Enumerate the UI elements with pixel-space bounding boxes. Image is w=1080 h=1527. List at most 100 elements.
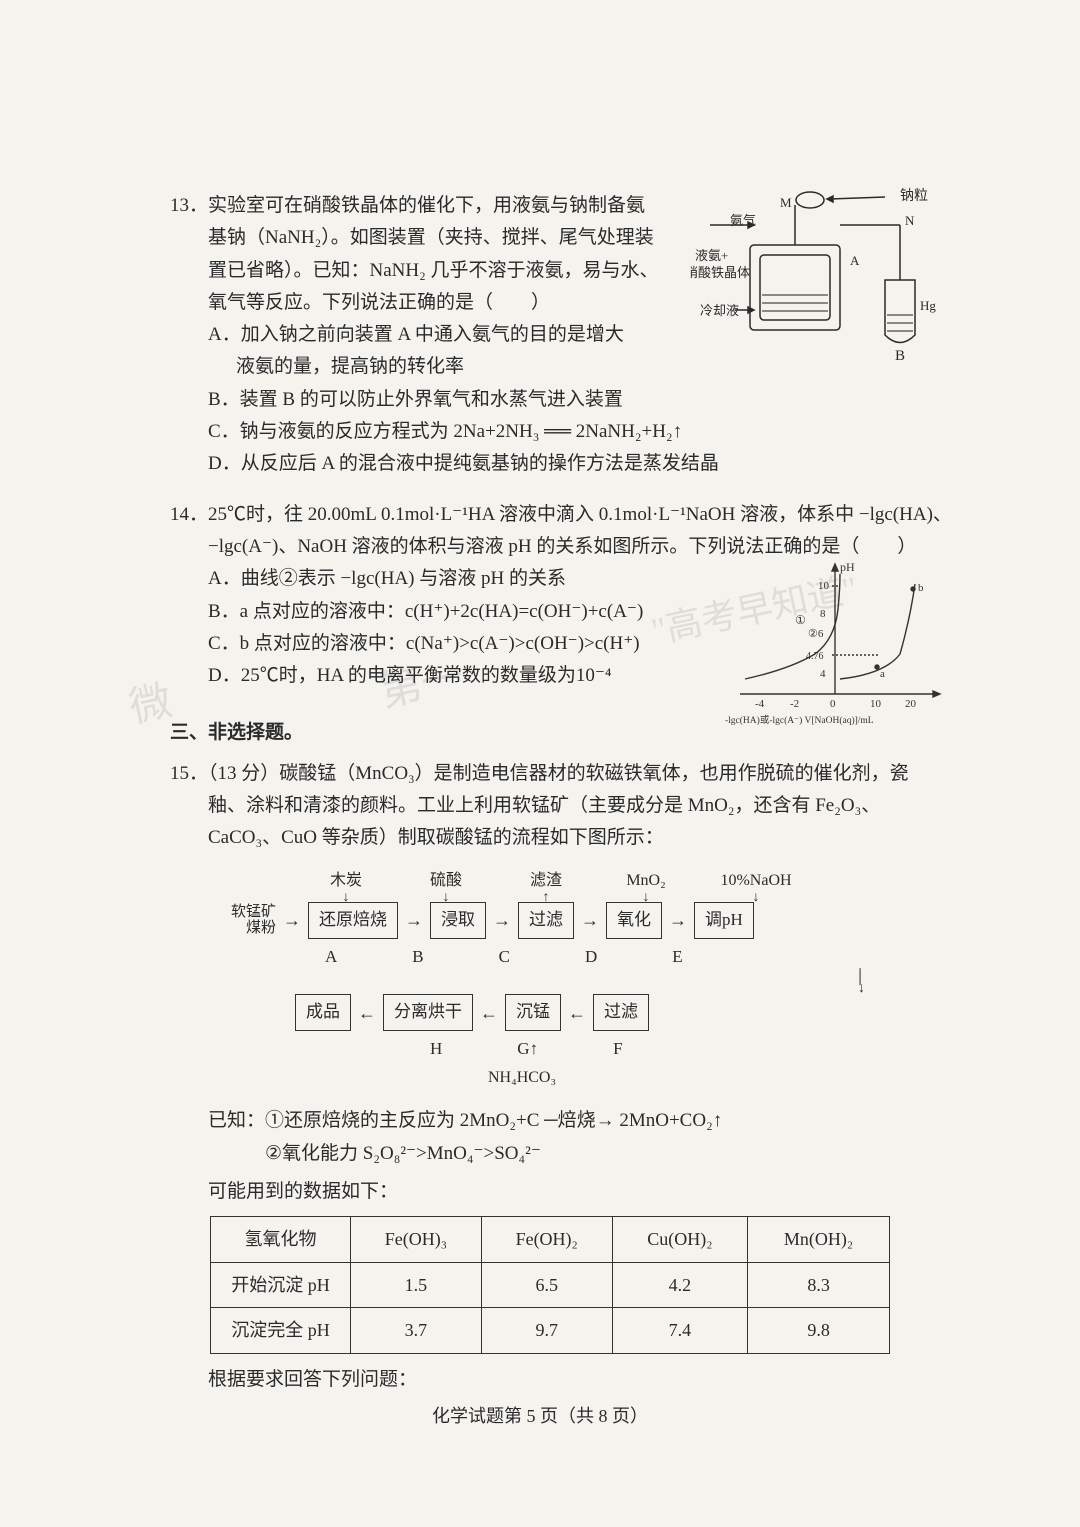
svg-text:8: 8: [820, 608, 826, 620]
letter-b: B: [412, 943, 423, 972]
flowchart-letters-bottom: H G↑ F: [430, 1035, 920, 1064]
flowchart-top-arrows-down: ↓ ↓ ↑ ↓ ↓: [310, 894, 920, 902]
q13-line1: 实验室可在硝酸铁晶体的催化下，用液氨与钠制备氨: [208, 195, 645, 216]
svg-text:0: 0: [830, 698, 836, 710]
q13-apparatus-diagram: M 氨气 N Hg B A 液氨+ 硝酸铁晶体: [690, 185, 970, 365]
svg-text:液氨+: 液氨+: [695, 248, 728, 263]
q15-intro-l2: 釉、涂料和清漆的颜料。工业上利用软锰矿（主要成分是 MnO₂，还含有 Fe₂O₃…: [170, 795, 880, 816]
letter-f: F: [613, 1035, 622, 1064]
table-cell: 1.5: [351, 1262, 482, 1308]
svg-text:M: M: [780, 195, 792, 210]
arrow-icon: →: [666, 905, 690, 936]
letter-a: A: [325, 943, 337, 972]
q15-intro-l3: CaCO₃、CuO 等杂质）制取碳酸锰的流程如下图所示：: [170, 827, 664, 848]
table-row: 沉淀完全 pH 3.7 9.7 7.4 9.8: [211, 1308, 890, 1354]
flow-box-b: 浸取: [430, 902, 486, 939]
q15-intro-l1: （13 分）碳酸锰（MnCO₃）是制造电信器材的软磁铁氧体，也用作脱硫的催化剂，…: [208, 763, 909, 784]
svg-text:a: a: [880, 668, 885, 680]
svg-text:钠粒: 钠粒: [900, 188, 928, 204]
svg-text:4.76: 4.76: [806, 651, 824, 662]
svg-text:-4: -4: [755, 698, 765, 710]
svg-text:pH: pH: [840, 560, 855, 574]
table-col-3: Cu(OH)₂: [612, 1217, 748, 1263]
svg-text:20: 20: [905, 698, 917, 710]
q14-line2: −lgc(A⁻)、NaOH 溶液的体积与溶液 pH 的关系如图所示。下列说法正确…: [170, 536, 916, 557]
flowchart-row-1: 软锰矿 煤粉 → 还原焙烧 → 浸取 → 过滤 → 氧化 → 调pH: [220, 902, 920, 939]
svg-text:Hg: Hg: [920, 298, 936, 313]
page-footer: 化学试题第 5 页（共 8 页）: [0, 1401, 1080, 1432]
table-header-row: 氢氧化物 Fe(OH)₃ Fe(OH)₂ Cu(OH)₂ Mn(OH)₂: [211, 1217, 890, 1263]
table-cell: 开始沉淀 pH: [211, 1262, 351, 1308]
svg-text:N: N: [905, 213, 915, 228]
svg-text:A: A: [850, 253, 860, 268]
letter-c: C: [499, 943, 510, 972]
flow-box-f: 过滤: [593, 994, 649, 1031]
svg-text:-lgc(HA)或-lgc(A⁻) V[NaOH(aq)]: -lgc(HA)或-lgc(A⁻) V[NaOH(aq)]/mL: [725, 714, 874, 726]
table-cell: 8.3: [748, 1262, 890, 1308]
flow-input-l2: 煤粉: [246, 920, 276, 936]
table-cell: 9.8: [748, 1308, 890, 1354]
flowchart-row-2: 成品 ← 分离烘干 ← 沉锰 ← 过滤: [295, 994, 920, 1031]
flow-box-a: 还原焙烧: [308, 902, 398, 939]
flow-box-e: 调pH: [694, 902, 754, 939]
flow-connector-down: │↓: [220, 972, 920, 994]
letter-e: E: [672, 943, 682, 972]
svg-text:-2: -2: [790, 698, 799, 710]
table-cell: 6.5: [481, 1262, 612, 1308]
q14-graph: pH 10 8 ②6 4.76 4 -4 -2 0 10 20: [720, 559, 950, 729]
table-cell: 9.7: [481, 1308, 612, 1354]
flow-input-l1: 软锰矿: [231, 904, 276, 920]
q15-table-container: 氢氧化物 Fe(OH)₃ Fe(OH)₂ Cu(OH)₂ Mn(OH)₂ 开始沉…: [210, 1216, 960, 1354]
q13-line3: 置已省略）。已知：NaNH₂ 几乎不溶于液氨，易与水、: [170, 260, 658, 281]
letter-d: D: [585, 943, 597, 972]
table-cell: 沉淀完全 pH: [211, 1308, 351, 1354]
table-col-1: Fe(OH)₃: [351, 1217, 482, 1263]
flow-bottom-input: NH₄HCO₃: [488, 1064, 920, 1091]
q13-line4: 氧气等反应。下列说法正确的是（ ）: [170, 292, 550, 313]
table-cell: 7.4: [612, 1308, 748, 1354]
table-col-0: 氢氧化物: [211, 1217, 351, 1263]
flow-box-d: 氧化: [606, 902, 662, 939]
q14-line1: 25℃时，往 20.00mL 0.1mol·L⁻¹HA 溶液中滴入 0.1mol…: [208, 504, 952, 525]
svg-text:10: 10: [870, 698, 882, 710]
arrow-icon: →: [578, 905, 602, 936]
svg-text:硝酸铁晶体: 硝酸铁晶体: [690, 265, 750, 280]
q13-stem: 13．实验室可在硝酸铁晶体的催化下，用液氨与钠制备氨 基钠（NaNH₂）。如图装…: [170, 190, 670, 319]
arrow-icon: →: [402, 905, 426, 936]
svg-text:冷却液: 冷却液: [700, 303, 739, 318]
table-cell: 4.2: [612, 1262, 748, 1308]
arrow-icon: →: [280, 905, 304, 936]
q13-option-d: D．从反应后 A 的混合液中提纯氨基钠的操作方法是蒸发结晶: [170, 448, 960, 480]
q15-known: 已知：①还原焙烧的主反应为 2MnO₂+C ─焙烧→ 2MnO+CO₂↑ ②氧化…: [170, 1105, 960, 1170]
q13-number: 13．: [170, 195, 208, 216]
flow-box-c: 过滤: [518, 902, 574, 939]
svg-text:②6: ②6: [808, 628, 824, 640]
known-2: ②氧化能力 S₂O₈²⁻>MnO₄⁻>SO₄²⁻: [170, 1143, 541, 1164]
svg-text:4: 4: [820, 668, 826, 680]
q14-number: 14．: [170, 504, 208, 525]
arrow-left-icon: ←: [355, 998, 379, 1029]
table-row: 开始沉淀 pH 1.5 6.5 4.2 8.3: [211, 1262, 890, 1308]
q15-flowchart: 木炭 硫酸 滤渣 MnO₂ 10%NaOH ↓ ↓ ↑ ↓ ↓ 软锰矿 煤粉 →…: [220, 867, 920, 1092]
flow-box-g: 沉锰: [505, 994, 561, 1031]
known-1: ①还原焙烧的主反应为 2MnO₂+C ─焙烧→ 2MnO+CO₂↑: [265, 1110, 722, 1131]
arrow-left-icon: ←: [565, 998, 589, 1029]
page-content: 13．实验室可在硝酸铁晶体的催化下，用液氨与钠制备氨 基钠（NaNH₂）。如图装…: [170, 190, 960, 1396]
table-col-4: Mn(OH)₂: [748, 1217, 890, 1263]
svg-text:①: ①: [795, 613, 806, 627]
q15-final-prompt: 根据要求回答下列问题：: [170, 1364, 960, 1396]
svg-text:B: B: [895, 348, 905, 364]
flow-box-h: 分离烘干: [383, 994, 473, 1031]
svg-text:10: 10: [818, 580, 830, 592]
question-14: 14．25℃时，往 20.00mL 0.1mol·L⁻¹HA 溶液中滴入 0.1…: [170, 499, 960, 693]
q13-option-c: C．钠与液氨的反应方程式为 2Na+2NH₃ ══ 2NaNH₂+H₂↑: [170, 416, 960, 448]
flowchart-top-inputs: 木炭 硫酸 滤渣 MnO₂ 10%NaOH: [310, 867, 920, 894]
q15-data-header: 可能用到的数据如下：: [170, 1176, 960, 1208]
arrow-icon: →: [490, 905, 514, 936]
arrow-left-icon: ←: [477, 998, 501, 1029]
q15-number: 15．: [170, 763, 208, 784]
question-13: 13．实验室可在硝酸铁晶体的催化下，用液氨与钠制备氨 基钠（NaNH₂）。如图装…: [170, 190, 960, 481]
question-15: 15．（13 分）碳酸锰（MnCO₃）是制造电信器材的软磁铁氧体，也用作脱硫的催…: [170, 758, 960, 1397]
table-col-2: Fe(OH)₂: [481, 1217, 612, 1263]
q13-line2: 基钠（NaNH₂）。如图装置（夹持、搅拌、尾气处理装: [170, 227, 654, 248]
